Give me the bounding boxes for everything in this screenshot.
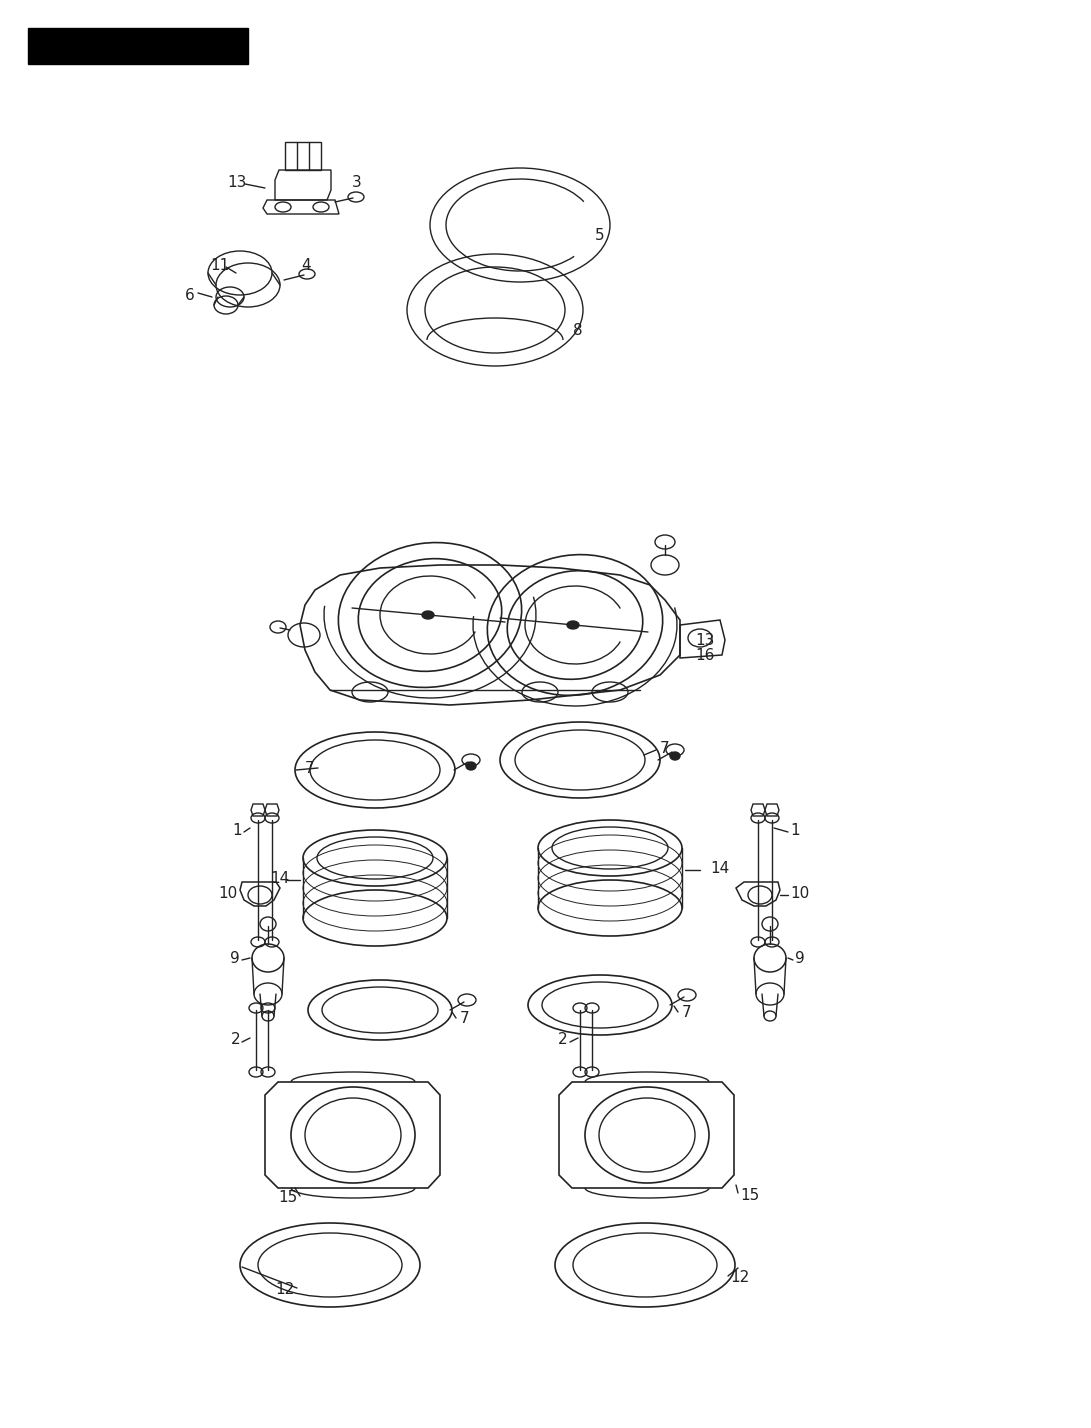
Text: 11: 11 [211, 257, 229, 273]
Polygon shape [28, 29, 248, 64]
Text: 14: 14 [271, 871, 289, 885]
Text: THROTTLE BODY: THROTTLE BODY [41, 36, 235, 56]
Text: 16: 16 [695, 647, 715, 663]
Ellipse shape [422, 611, 434, 618]
Text: 10: 10 [790, 885, 810, 901]
Text: 12: 12 [276, 1282, 295, 1298]
Text: 14: 14 [710, 861, 729, 875]
Text: 15: 15 [740, 1188, 759, 1202]
Ellipse shape [670, 753, 680, 760]
Text: 15: 15 [278, 1191, 298, 1205]
Text: 12: 12 [730, 1271, 750, 1285]
Text: 9: 9 [795, 951, 805, 965]
Text: 10: 10 [219, 885, 238, 901]
Text: 8: 8 [573, 323, 583, 337]
Ellipse shape [567, 621, 579, 628]
Text: 9: 9 [230, 951, 240, 965]
Text: 7: 7 [460, 1011, 469, 1025]
Text: 6: 6 [185, 287, 195, 303]
Ellipse shape [466, 763, 476, 770]
Text: 1: 1 [232, 823, 242, 837]
Text: 5: 5 [596, 227, 604, 243]
Text: 3: 3 [352, 174, 362, 190]
Text: 13: 13 [227, 174, 247, 190]
Text: 7: 7 [305, 761, 315, 775]
Text: 4: 4 [301, 257, 311, 273]
Text: 2: 2 [559, 1032, 568, 1048]
Text: 7: 7 [682, 1004, 692, 1020]
Text: 2: 2 [230, 1032, 240, 1048]
Text: 13: 13 [695, 633, 715, 647]
Text: 1: 1 [790, 823, 800, 837]
Text: 7: 7 [660, 741, 670, 755]
